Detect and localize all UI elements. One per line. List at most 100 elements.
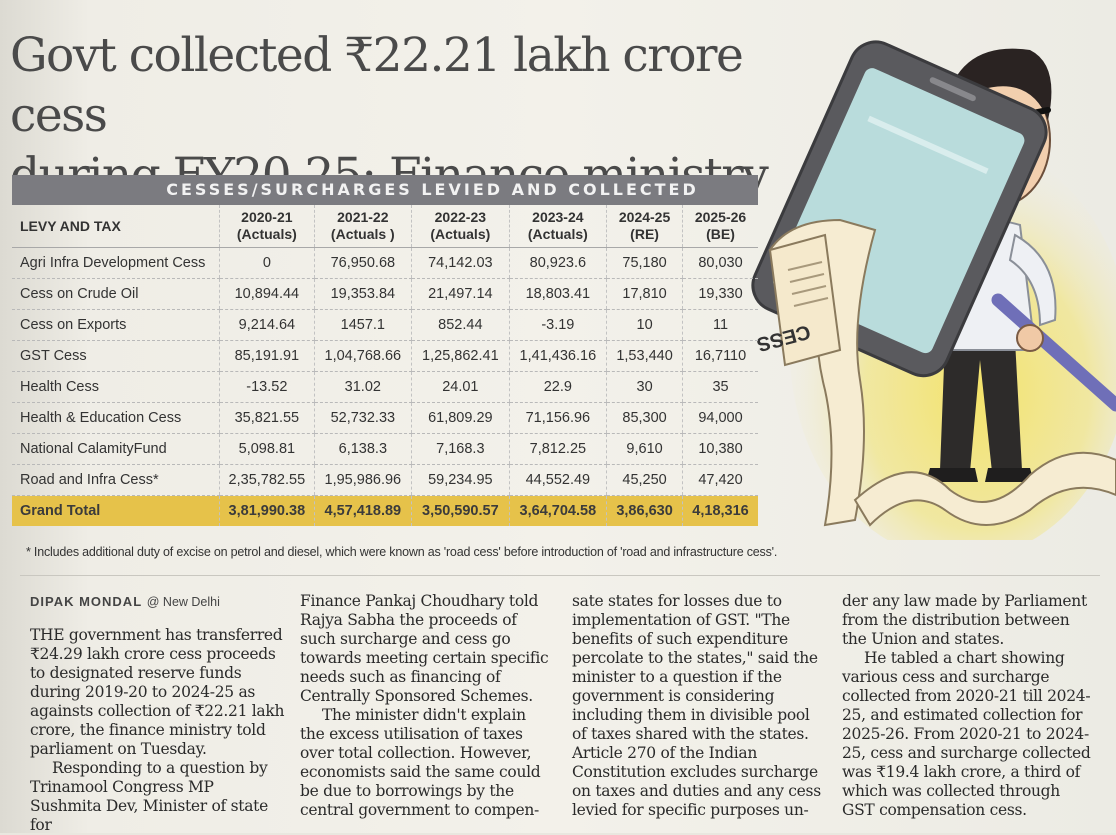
- article-paragraph: The minister didn't explain the excess u…: [300, 706, 541, 819]
- value-cell: 85,191.91: [219, 340, 315, 372]
- value-cell: 75,180: [606, 247, 683, 279]
- value-cell: 35,821.55: [219, 402, 315, 434]
- table-row: Health & Education Cess 35,821.55 52,732.3…: [12, 402, 758, 434]
- article-paragraph: Finance Pankaj Choudhary told Rajya Sabh…: [300, 592, 549, 705]
- cess-table-panel: CESSES/SURCHARGES LEVIED AND COLLECTED L…: [12, 175, 758, 526]
- value-cell: 44,552.49: [508, 464, 607, 496]
- value-cell: 9,214.64: [219, 309, 315, 341]
- table-row: GST Cess 85,191.91 1,04,768.66 1,25,862.41 1…: [12, 340, 758, 372]
- value-cell: 19,330: [682, 278, 758, 310]
- value-cell: 1,95,986.96: [313, 464, 412, 496]
- header-col-2021-22: 2021-22 (Actuals ): [313, 205, 412, 248]
- headline-line-1: Govt collected ₹22.21 lakh crore cess: [10, 28, 744, 143]
- value-cell: 30: [606, 371, 683, 403]
- value-cell: 71,156.96: [508, 402, 607, 434]
- article-paragraph: sate states for losses due to implementa…: [572, 592, 821, 819]
- value-cell: 10: [606, 309, 683, 341]
- divider: [20, 575, 1100, 576]
- value-cell: 1,41,436.16: [508, 340, 607, 372]
- row-label-cell: Road and Infra Cess*: [12, 464, 220, 496]
- row-label-cell: GST Cess: [12, 340, 220, 372]
- header-col-2020-21: 2020-21 (Actuals): [219, 205, 315, 248]
- table-row: Agri Infra Development Cess 0 76,950.68 74,…: [12, 247, 758, 279]
- value-cell: 76,950.68: [313, 247, 412, 279]
- value-cell: 1,04,768.66: [313, 340, 412, 372]
- value-cell: 85,300: [606, 402, 683, 434]
- cess-table: LEVY AND TAX 2020-21 (Actuals) 2021-22 (Ac…: [12, 205, 758, 526]
- table-title: CESSES/SURCHARGES LEVIED AND COLLECTED: [107, 175, 758, 205]
- row-label-cell: Health Cess: [12, 371, 220, 403]
- value-cell: 9,610: [606, 433, 683, 465]
- header-col-2024-25: 2024-25 (RE): [606, 205, 683, 248]
- value-cell: 31.02: [313, 371, 412, 403]
- value-cell: 2,35,782.55: [219, 464, 315, 496]
- value-cell: 35: [682, 371, 758, 403]
- byline: DIPAK MONDAL @ New Delhi: [30, 592, 285, 612]
- value-cell: 3,81,990.38: [219, 495, 315, 526]
- value-cell: 1,25,862.41: [411, 340, 510, 372]
- article-column-4: der any law made by Parliament from the …: [842, 592, 1096, 820]
- value-cell: 74,142.03: [411, 247, 510, 279]
- table-row: Cess on Exports 9,214.64 1457.1 852.44 -3.19…: [12, 309, 758, 341]
- value-cell: 3,50,590.57: [411, 495, 510, 526]
- value-cell: 10,380: [682, 433, 758, 465]
- value-cell: 4,57,418.89: [313, 495, 412, 526]
- article-column-3: sate states for losses due to implementa…: [572, 592, 824, 820]
- row-label-cell: Health & Education Cess: [12, 402, 220, 434]
- byline-place: @ New Delhi: [146, 595, 220, 609]
- article-paragraph: Responding to a question by Trinamool Co…: [30, 759, 268, 834]
- value-cell: 16,7110: [682, 340, 758, 372]
- value-cell: 7,812.25: [508, 433, 607, 465]
- value-cell: 3,86,630: [606, 495, 683, 526]
- table-row: Health Cess -13.52 31.02 24.01 22.9 30 35: [12, 371, 758, 403]
- value-cell: 5,098.81: [219, 433, 315, 465]
- article-column-2: Finance Pankaj Choudhary told Rajya Sabh…: [300, 592, 552, 820]
- row-label-cell: Grand Total: [12, 495, 220, 526]
- value-cell: 24.01: [411, 371, 510, 403]
- value-cell: 1,53,440: [606, 340, 683, 372]
- value-cell: 22.9: [508, 371, 607, 403]
- header-levy-and-tax: LEVY AND TAX: [12, 205, 220, 248]
- table-row: Cess on Crude Oil 10,894.44 19,353.84 21,49…: [12, 278, 758, 310]
- article-paragraph: der any law made by Parliament from the …: [842, 592, 1087, 648]
- value-cell: 94,000: [682, 402, 758, 434]
- article-column-1: DIPAK MONDAL @ New Delhi THE government …: [30, 592, 285, 835]
- value-cell: 52,732.33: [313, 402, 412, 434]
- value-cell: 18,803.41: [508, 278, 607, 310]
- value-cell: 47,420: [682, 464, 758, 496]
- row-label-cell: National CalamityFund: [12, 433, 220, 465]
- value-cell: 19,353.84: [313, 278, 412, 310]
- value-cell: -3.19: [508, 309, 607, 341]
- table-row: Road and Infra Cess* 2,35,782.55 1,95,986.…: [12, 464, 758, 496]
- value-cell: 7,168.3: [411, 433, 510, 465]
- table-footnote: * Includes additional duty of excise on …: [26, 545, 778, 559]
- row-label-cell: Cess on Exports: [12, 309, 220, 341]
- header-col-2023-24: 2023-24 (Actuals): [508, 205, 607, 248]
- value-cell: 4,18,316: [682, 495, 758, 526]
- header-col-2025-26: 2025-26 (BE): [682, 205, 758, 248]
- value-cell: -13.52: [219, 371, 315, 403]
- value-cell: 6,138.3: [313, 433, 412, 465]
- value-cell: 3,64,704.58: [508, 495, 607, 526]
- value-cell: 17,810: [606, 278, 683, 310]
- value-cell: 10,894.44: [219, 278, 315, 310]
- table-header-row: LEVY AND TAX 2020-21 (Actuals) 2021-22 (Ac…: [12, 205, 758, 248]
- row-label-cell: Agri Infra Development Cess: [12, 247, 220, 279]
- cartoon-illustration: CESS: [751, 40, 1116, 540]
- value-cell: 61,809.29: [411, 402, 510, 434]
- value-cell: 21,497.14: [411, 278, 510, 310]
- value-cell: 59,234.95: [411, 464, 510, 496]
- article-paragraph: He tabled a chart showing various cess a…: [842, 649, 1091, 819]
- article-paragraph: THE government has transferred ₹24.29 la…: [30, 626, 285, 758]
- value-cell: 1457.1: [313, 309, 412, 341]
- value-cell: 11: [682, 309, 758, 341]
- value-cell: 0: [219, 247, 315, 279]
- value-cell: 80,030: [682, 247, 758, 279]
- byline-name: DIPAK MONDAL: [30, 594, 143, 609]
- value-cell: 852.44: [411, 309, 510, 341]
- grand-total-row: Grand Total 3,81,990.38 4,57,418.89 3,50,59…: [12, 495, 758, 526]
- value-cell: 80,923.6: [508, 247, 607, 279]
- header-col-2022-23: 2022-23 (Actuals): [411, 205, 510, 248]
- table-row: National CalamityFund 5,098.81 6,138.3 7,16…: [12, 433, 758, 465]
- value-cell: 45,250: [606, 464, 683, 496]
